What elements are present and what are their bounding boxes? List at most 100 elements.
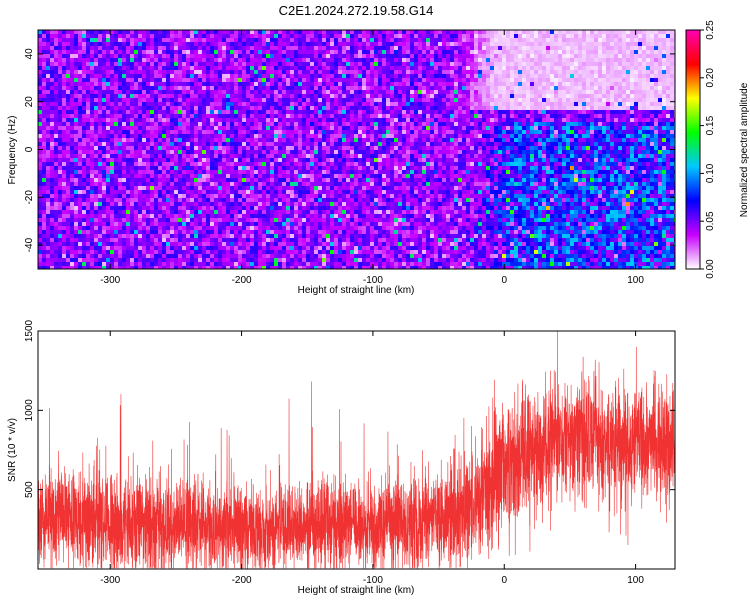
- heatmap-cell: [670, 42, 674, 46]
- heatmap-cell: [242, 150, 246, 154]
- heatmap-cell: [550, 86, 554, 90]
- heatmap-cell: [574, 114, 578, 118]
- heatmap-cell: [542, 66, 546, 70]
- heatmap-cell: [586, 138, 590, 142]
- heatmap-cell: [50, 102, 54, 106]
- heatmap-cell: [478, 130, 482, 134]
- heatmap-cell: [358, 34, 362, 38]
- heatmap-cell: [118, 114, 122, 118]
- heatmap-cell: [462, 94, 466, 98]
- heatmap-cell: [390, 106, 394, 110]
- heatmap-cell: [310, 142, 314, 146]
- heatmap-cell: [614, 110, 618, 114]
- heatmap-cell: [602, 46, 606, 50]
- heatmap-cell: [238, 114, 242, 118]
- heatmap-cell: [146, 94, 150, 98]
- heatmap-cell: [166, 42, 170, 46]
- heatmap-cell: [638, 118, 642, 122]
- heatmap-cell: [602, 90, 606, 94]
- heatmap-cell: [426, 30, 430, 34]
- heatmap-cell: [442, 30, 446, 34]
- heatmap-cell: [230, 102, 234, 106]
- heatmap-cell: [266, 50, 270, 54]
- heatmap-cell: [394, 74, 398, 78]
- heatmap-cell: [378, 134, 382, 138]
- heatmap-cell: [170, 114, 174, 118]
- heatmap-cell: [582, 86, 586, 90]
- heatmap-cell: [658, 42, 662, 46]
- heatmap-cell: [454, 142, 458, 146]
- heatmap-cell: [178, 94, 182, 98]
- heatmap-cell: [230, 58, 234, 62]
- heatmap-cell: [190, 90, 194, 94]
- heatmap-cell: [394, 138, 398, 142]
- heatmap-cell: [366, 78, 370, 82]
- heatmap-cell: [478, 134, 482, 138]
- heatmap-cell: [662, 146, 666, 150]
- heatmap-cell: [574, 66, 578, 70]
- heatmap-cell: [62, 86, 66, 90]
- heatmap-cell: [422, 146, 426, 150]
- heatmap-cell: [446, 82, 450, 86]
- heatmap-cell: [542, 110, 546, 114]
- heatmap-cell: [658, 34, 662, 38]
- heatmap-cell: [498, 78, 502, 82]
- heatmap-cell: [506, 118, 510, 122]
- heatmap-cell: [442, 134, 446, 138]
- heatmap-cell: [434, 82, 438, 86]
- heatmap-cell: [594, 86, 598, 90]
- heatmap-cell: [262, 150, 266, 154]
- heatmap-cell: [282, 50, 286, 54]
- heatmap-cell: [170, 110, 174, 114]
- heatmap-cell: [170, 82, 174, 86]
- heatmap-cell: [298, 106, 302, 110]
- heatmap-cell: [230, 142, 234, 146]
- heatmap-cell: [666, 58, 670, 62]
- heatmap-cell: [50, 98, 54, 102]
- heatmap-cell: [334, 46, 338, 50]
- heatmap-cell: [134, 82, 138, 86]
- heatmap-cell: [174, 118, 178, 122]
- heatmap-cell: [78, 130, 82, 134]
- heatmap-cell: [302, 138, 306, 142]
- heatmap-cell: [266, 150, 270, 154]
- heatmap-cell: [118, 142, 122, 146]
- heatmap-cell: [626, 150, 630, 154]
- heatmap-cell: [366, 54, 370, 58]
- heatmap-cell: [370, 130, 374, 134]
- heatmap-cell: [74, 138, 78, 142]
- heatmap-cell: [430, 90, 434, 94]
- heatmap-cell: [466, 94, 470, 98]
- heatmap-cell: [378, 34, 382, 38]
- heatmap-cell: [470, 126, 474, 130]
- heatmap-cell: [226, 114, 230, 118]
- heatmap-cell: [630, 54, 634, 58]
- heatmap-cell: [350, 30, 354, 34]
- heatmap-cell: [470, 58, 474, 62]
- heatmap-cell: [162, 74, 166, 78]
- heatmap-cell: [514, 98, 518, 102]
- heatmap-cell: [574, 70, 578, 74]
- heatmap-cell: [146, 98, 150, 102]
- heatmap-cell: [138, 78, 142, 82]
- heatmap-cell: [98, 118, 102, 122]
- heatmap-cell: [230, 42, 234, 46]
- heatmap-cell: [362, 46, 366, 50]
- heatmap-cell: [566, 114, 570, 118]
- heatmap-cell: [486, 58, 490, 62]
- heatmap-cell: [510, 74, 514, 78]
- heatmap-cell: [114, 126, 118, 130]
- heatmap-cell: [178, 122, 182, 126]
- heatmap-cell: [54, 90, 58, 94]
- heatmap-cell: [274, 58, 278, 62]
- heatmap-cell: [278, 102, 282, 106]
- heatmap-cell: [218, 138, 222, 142]
- heatmap-cell: [350, 146, 354, 150]
- heatmap-cell: [38, 98, 42, 102]
- heatmap-cell: [638, 126, 642, 130]
- heatmap-cell: [110, 106, 114, 110]
- heatmap-cell: [442, 74, 446, 78]
- heatmap-cell: [466, 118, 470, 122]
- heatmap-cell: [382, 82, 386, 86]
- heatmap-cell: [658, 38, 662, 42]
